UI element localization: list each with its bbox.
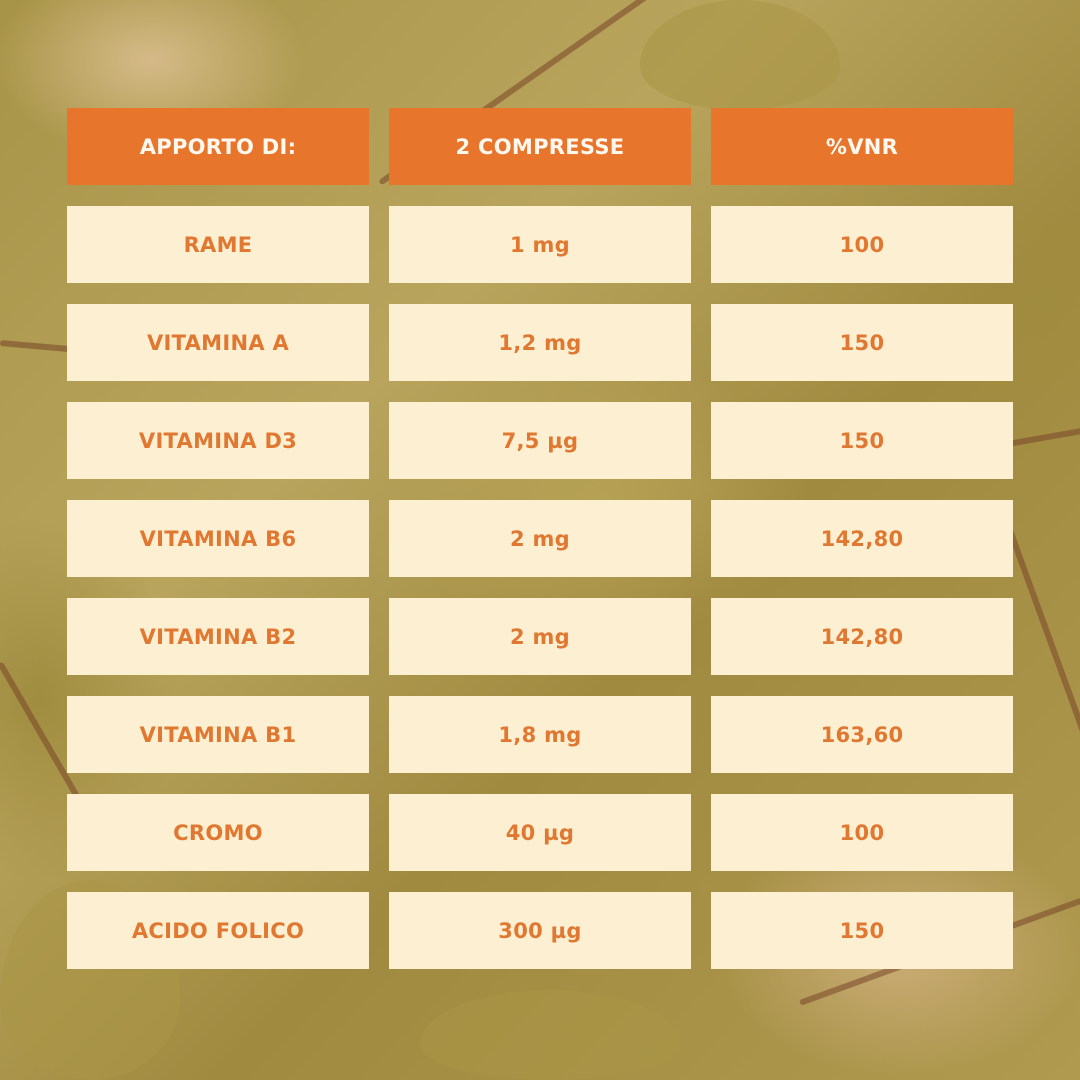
cell-vnr: 150 bbox=[711, 402, 1013, 479]
cell-amount: 300 µg bbox=[389, 892, 691, 969]
cell-vnr: 100 bbox=[711, 794, 1013, 871]
cell-amount: 7,5 µg bbox=[389, 402, 691, 479]
cell-vnr: 142,80 bbox=[711, 598, 1013, 675]
cell-nutrient: VITAMINA B6 bbox=[67, 500, 369, 577]
cell-nutrient: VITAMINA B2 bbox=[67, 598, 369, 675]
header-amount: 2 COMPRESSE bbox=[389, 108, 691, 185]
cell-nutrient: CROMO bbox=[67, 794, 369, 871]
cell-vnr: 150 bbox=[711, 304, 1013, 381]
cell-amount: 1,8 mg bbox=[389, 696, 691, 773]
cell-nutrient: ACIDO FOLICO bbox=[67, 892, 369, 969]
header-vnr: %VNR bbox=[711, 108, 1013, 185]
cell-amount: 1 mg bbox=[389, 206, 691, 283]
cell-nutrient: VITAMINA A bbox=[67, 304, 369, 381]
cell-vnr: 150 bbox=[711, 892, 1013, 969]
cell-amount: 1,2 mg bbox=[389, 304, 691, 381]
cell-amount: 40 µg bbox=[389, 794, 691, 871]
cell-amount: 2 mg bbox=[389, 500, 691, 577]
cell-vnr: 142,80 bbox=[711, 500, 1013, 577]
cell-amount: 2 mg bbox=[389, 598, 691, 675]
header-nutrient: APPORTO DI: bbox=[67, 108, 369, 185]
cell-nutrient: VITAMINA B1 bbox=[67, 696, 369, 773]
cell-nutrient: VITAMINA D3 bbox=[67, 402, 369, 479]
cell-vnr: 163,60 bbox=[711, 696, 1013, 773]
cell-vnr: 100 bbox=[711, 206, 1013, 283]
cell-nutrient: RAME bbox=[67, 206, 369, 283]
